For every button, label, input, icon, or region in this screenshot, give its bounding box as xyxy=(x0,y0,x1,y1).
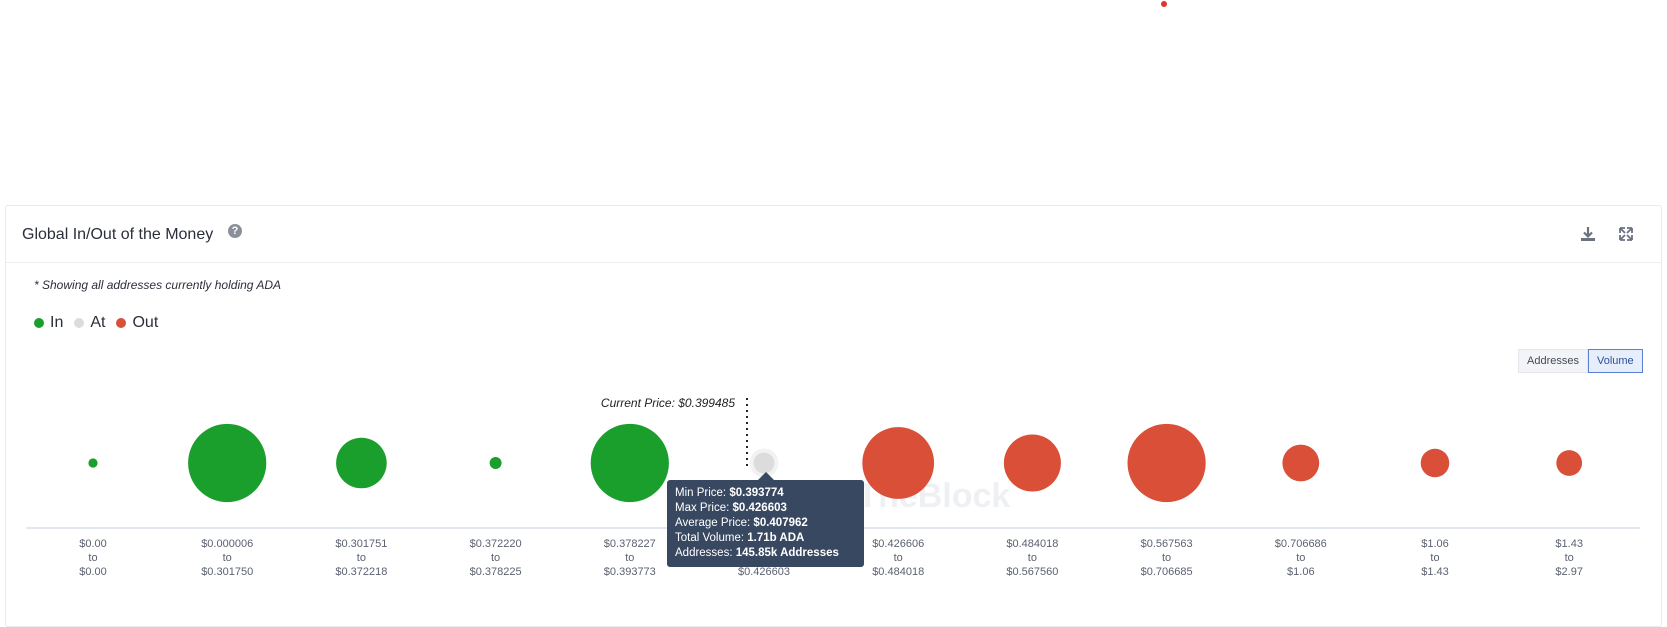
x-tick-label-1-1: to xyxy=(223,552,232,564)
current-price-label: Current Price: $0.399485 xyxy=(601,396,735,410)
legend-label-at: At xyxy=(90,314,106,331)
x-tick-label-8-0: $0.567563 xyxy=(1141,538,1193,550)
x-tick-label-7-2: $0.567560 xyxy=(1006,566,1058,578)
x-tick-label-3-2: $0.378225 xyxy=(470,566,522,578)
bubble-10[interactable] xyxy=(1420,448,1450,478)
x-tick-label-8-2: $0.706685 xyxy=(1141,566,1193,578)
bubble-1[interactable] xyxy=(188,423,267,503)
x-tick-label-5-2: $0.426603 xyxy=(738,566,790,578)
x-tick-label-3-1: to xyxy=(491,552,500,564)
x-tick-label-2-2: $0.372218 xyxy=(335,566,387,578)
x-tick-label-6-0: $0.426606 xyxy=(872,538,924,550)
legend-dot-at xyxy=(74,318,85,328)
bubble-tooltip: Min Price: $0.393774 Max Price: $0.42660… xyxy=(667,480,864,567)
x-tick-label-10-0: $1.06 xyxy=(1421,538,1449,550)
metric-toggle: Addresses Volume xyxy=(1518,349,1643,373)
panel-header: Global In/Out of the Money ? xyxy=(6,206,1661,263)
panel-title: Global In/Out of the Money xyxy=(22,226,214,243)
bubble-2[interactable] xyxy=(336,437,387,489)
x-tick-label-2-1: to xyxy=(357,552,366,564)
legend-label-in: In xyxy=(50,314,64,331)
bubble-7[interactable] xyxy=(1003,434,1061,492)
x-tick-label-11-0: $1.43 xyxy=(1555,538,1583,550)
x-tick-label-0-0: $0.00 xyxy=(79,538,107,550)
x-tick-label-3-0: $0.372220 xyxy=(470,538,522,550)
legend-dot-out xyxy=(116,318,127,328)
legend-item-in[interactable]: In xyxy=(34,314,63,332)
tooltip-avg-value: $0.407962 xyxy=(753,517,808,529)
x-tick-label-10-1: to xyxy=(1430,552,1439,564)
bubble-chart: IntoTheBlock $0.00to$0.00$0.000006to$0.3… xyxy=(26,396,1640,578)
addresses-toggle-button[interactable]: Addresses xyxy=(1518,349,1588,373)
bubble-11[interactable] xyxy=(1556,450,1583,476)
x-tick-label-1-2: $0.301750 xyxy=(201,566,253,578)
x-tick-label-4-0: $0.378227 xyxy=(604,538,656,550)
x-tick-label-6-1: to xyxy=(894,552,903,564)
x-tick-label-0-2: $0.00 xyxy=(79,566,107,578)
bubble-0[interactable] xyxy=(88,458,98,468)
holding-note: * Showing all addresses currently holdin… xyxy=(34,278,282,292)
tooltip-min-label: Min Price: xyxy=(675,487,727,499)
legend-dot-in xyxy=(34,318,44,328)
x-tick-label-1-0: $0.000006 xyxy=(201,538,253,550)
volume-toggle-button[interactable]: Volume xyxy=(1587,349,1643,373)
bubble-4[interactable] xyxy=(590,423,669,503)
legend-item-out[interactable]: Out xyxy=(116,314,158,332)
legend-label-out: Out xyxy=(132,314,159,331)
x-tick-label-4-1: to xyxy=(625,552,634,564)
bubble-9[interactable] xyxy=(1282,444,1320,482)
tooltip-min-value: $0.393774 xyxy=(729,487,784,499)
tooltip-max-label: Max Price: xyxy=(675,502,730,514)
tooltip-arrow xyxy=(757,472,775,481)
tooltip-addr-label: Addresses: xyxy=(675,547,733,559)
bubble-3[interactable] xyxy=(489,457,502,469)
x-tick-label-9-1: to xyxy=(1296,552,1305,564)
chart-legend: In At Out xyxy=(34,314,169,332)
legend-item-at[interactable]: At xyxy=(74,314,105,332)
question-circle-icon[interactable]: ? xyxy=(228,224,242,238)
download-icon[interactable] xyxy=(1577,223,1599,245)
tooltip-addr-value: 145.85k Addresses xyxy=(735,547,839,559)
x-tick-label-6-2: $0.484018 xyxy=(872,566,924,578)
x-tick-label-7-1: to xyxy=(1028,552,1037,564)
expand-icon[interactable] xyxy=(1615,223,1637,245)
x-tick-label-7-0: $0.484018 xyxy=(1006,538,1058,550)
x-tick-label-2-0: $0.301751 xyxy=(335,538,387,550)
bubble-8[interactable] xyxy=(1127,423,1206,503)
tooltip-vol-label: Total Volume: xyxy=(675,532,745,544)
x-tick-label-8-1: to xyxy=(1162,552,1171,564)
status-dot xyxy=(1161,1,1167,7)
x-tick-label-11-1: to xyxy=(1565,552,1574,564)
bubble-6[interactable] xyxy=(862,427,935,499)
x-tick-label-0-1: to xyxy=(88,552,97,564)
x-tick-label-10-2: $1.43 xyxy=(1421,566,1449,578)
x-tick-label-9-0: $0.706686 xyxy=(1275,538,1327,550)
tooltip-max-value: $0.426603 xyxy=(732,502,787,514)
tooltip-vol-value: 1.71b ADA xyxy=(747,532,805,544)
tooltip-avg-label: Average Price: xyxy=(675,517,751,529)
x-tick-label-4-2: $0.393773 xyxy=(604,566,656,578)
x-tick-label-11-2: $2.97 xyxy=(1555,566,1583,578)
x-tick-label-9-2: $1.06 xyxy=(1287,566,1315,578)
